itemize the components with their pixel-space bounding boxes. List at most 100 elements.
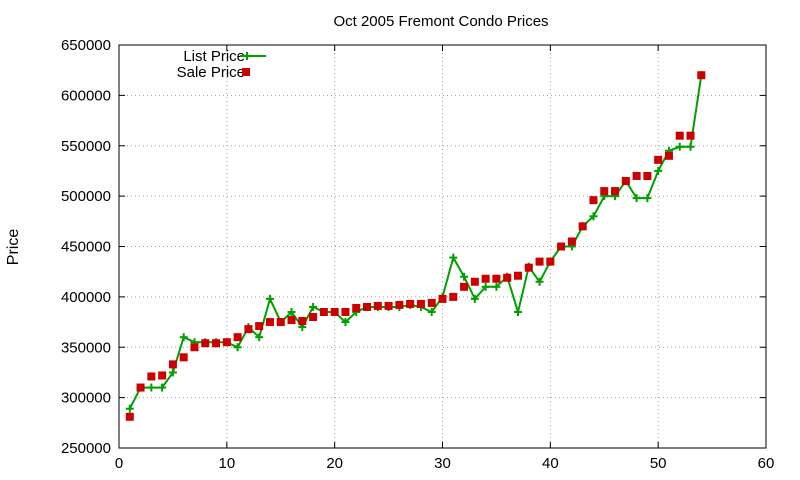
sale-price-point: [546, 257, 555, 266]
x-tick-label: 40: [542, 455, 559, 472]
y-tick-label: 650000: [61, 37, 111, 54]
list-price-point: [255, 333, 264, 342]
sale-price-point: [697, 71, 706, 80]
list-price-point: [470, 294, 479, 303]
list-price-point: [179, 333, 188, 342]
sale-price-point: [524, 263, 533, 272]
sale-price-point: [179, 353, 188, 362]
sale-price-point: [632, 171, 641, 180]
sale-price-point: [664, 151, 673, 160]
sale-price-point: [276, 318, 285, 327]
sale-price-point: [460, 282, 469, 291]
sale-price-point: [470, 277, 479, 286]
list-price-point: [449, 253, 458, 262]
sale-price-point: [319, 307, 328, 316]
chart-title: Oct 2005 Fremont Condo Prices: [333, 13, 548, 30]
list-price-point: [492, 282, 501, 291]
list-price-point: [460, 272, 469, 281]
list-price-point: [341, 318, 350, 327]
sale-price-point: [363, 302, 372, 311]
sale-price-point: [567, 237, 576, 246]
sale-price-point: [395, 300, 404, 309]
list-price-point: [427, 307, 436, 316]
list-price-point: [265, 294, 274, 303]
list-price-point: [589, 212, 598, 221]
x-tick-label: 20: [326, 455, 343, 472]
sale-price-point: [643, 171, 652, 180]
sale-price-point: [600, 187, 609, 196]
y-tick-label: 400000: [61, 289, 111, 306]
list-price-point: [643, 194, 652, 203]
sale-price-point: [675, 131, 684, 140]
list-price-point: [309, 302, 318, 311]
list-price-line: [128, 75, 703, 410]
sale-price-point: [686, 131, 695, 140]
sale-price-point: [233, 333, 242, 342]
list-price-point: [686, 142, 695, 151]
sale-price-point: [168, 360, 177, 369]
sale-price-point: [654, 155, 663, 164]
sale-price-point: [438, 294, 447, 303]
y-tick-label: 600000: [61, 87, 111, 104]
plot-frame: [118, 44, 767, 449]
x-tick-label: 0: [115, 455, 123, 472]
list-price-point: [513, 307, 522, 316]
sale-price-point: [287, 316, 296, 325]
sale-price-point: [158, 371, 167, 380]
sale-price-point: [513, 271, 522, 280]
sale-price-point: [557, 242, 566, 251]
x-tick-label: 50: [650, 455, 667, 472]
sale-price-point: [492, 274, 501, 283]
grid: [119, 45, 766, 448]
sale-price-point: [621, 177, 630, 186]
sale-price-point: [255, 322, 264, 331]
series-layer: [125, 71, 706, 421]
sale-price-point: [352, 303, 361, 312]
list-price-point: [481, 282, 490, 291]
sale-price-point: [222, 338, 231, 347]
sale-price-point: [449, 292, 458, 301]
legend-swatch-sale-square: [242, 68, 250, 76]
y-axis-label: Price: [5, 229, 22, 266]
sale-price-point: [589, 196, 598, 205]
sale-price-point: [298, 317, 307, 326]
sale-price-point: [406, 299, 415, 308]
list-price-point: [632, 194, 641, 203]
list-price-point: [535, 277, 544, 286]
list-price-point: [233, 343, 242, 352]
sale-price-point: [611, 187, 620, 196]
y-tick-label: 300000: [61, 390, 111, 407]
list-price-point: [168, 368, 177, 377]
x-tick-label: 30: [434, 455, 451, 472]
y-tick-label: 550000: [61, 138, 111, 155]
sale-price-point: [212, 339, 221, 348]
sale-price-point: [481, 274, 490, 283]
y-tick-label: 250000: [61, 440, 111, 457]
sale-price-point: [503, 273, 512, 282]
legend-label-sale-price: Sale Price: [177, 64, 245, 81]
sale-price-point: [578, 222, 587, 231]
sale-price-point: [416, 299, 425, 308]
x-tick-label: 10: [218, 455, 235, 472]
axis-ticks: 0 10 20 30 40 50 60 250000 300000 350000 400000 450…: [61, 37, 774, 472]
sale-price-point: [201, 339, 210, 348]
sale-price-point: [427, 298, 436, 307]
sale-price-point: [373, 301, 382, 310]
list-price-point: [654, 166, 663, 175]
y-tick-label: 500000: [61, 188, 111, 205]
list-price-point: [147, 383, 156, 392]
sale-price-point: [341, 307, 350, 316]
x-tick-label: 60: [758, 455, 775, 472]
list-price-point: [158, 383, 167, 392]
sale-price-point: [384, 301, 393, 310]
sale-price-point: [265, 318, 274, 327]
sale-price-point: [244, 325, 253, 334]
sale-price-point: [535, 257, 544, 266]
sale-price-point: [190, 343, 199, 352]
sale-price-point: [330, 307, 339, 316]
sale-price-point: [309, 313, 318, 322]
legend-label-list-price: List Price: [183, 48, 245, 65]
sale-price-point: [147, 372, 156, 381]
